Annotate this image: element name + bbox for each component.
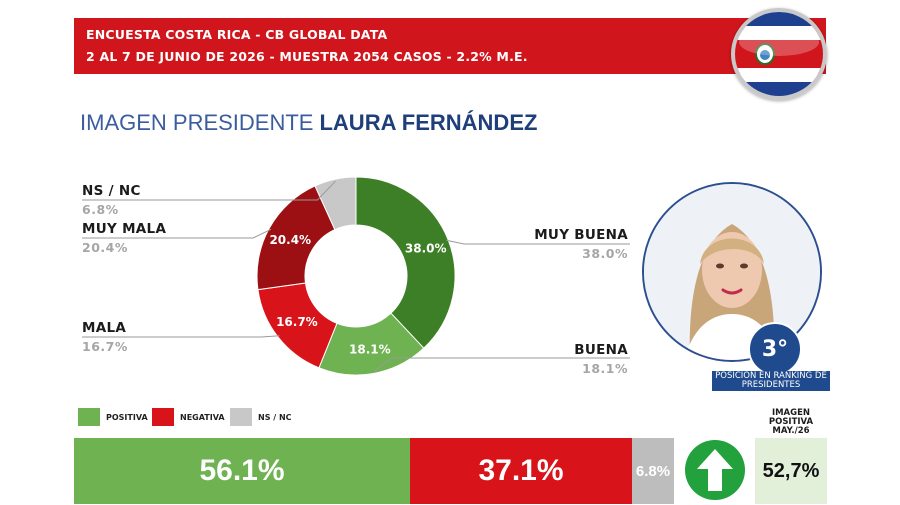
label-buena-name: BUENA [574,342,628,358]
survey-header: ENCUESTA COSTA RICA - CB GLOBAL DATA 2 A… [74,18,826,74]
label-muy-mala-value: 20.4% [82,240,128,255]
label-mala-name: MALA [82,320,127,336]
page-title: IMAGEN PRESIDENTE LAURA FERNÁNDEZ [80,110,537,136]
label-buena-value: 18.1% [582,361,628,376]
legend-positiva: POSITIVA [78,408,148,426]
legend-swatch [152,408,174,426]
legend-swatch [230,408,252,426]
donut-data-label: 16.7% [276,315,318,329]
label-muy-buena: MUY BUENA 38.0% [500,227,628,261]
donut-leader-line [82,180,336,201]
legend-label: NEGATIVA [180,412,225,422]
label-ns-nc-name: NS / NC [82,183,141,199]
donut-leader-line [446,239,630,245]
label-muy-buena-name: MUY BUENA [534,227,628,243]
summary-bar-positiva: 56.1% [74,438,410,504]
label-buena: BUENA 18.1% [500,342,628,376]
previous-image-value: 52,7% [755,438,827,504]
legend-swatch [78,408,100,426]
ranking-caption: POSICIÓN EN RANKING DE PRESIDENTES [712,371,830,391]
donut-slice-ns-nc [314,176,357,231]
donut-leader-line [373,357,630,372]
donut-data-label: 18.1% [349,343,391,357]
summary-bar-negativa: 37.1% [410,438,632,504]
label-mala: MALA 16.7% [82,320,128,354]
ranking-badge: 3° [748,322,802,376]
label-ns-nc-value: 6.8% [82,202,119,217]
label-muy-mala: MUY MALA 20.4% [82,221,166,255]
previous-image-heading: IMAGEN POSITIVA MAY./26 [768,408,814,436]
title-name: LAURA FERNÁNDEZ [319,110,538,135]
legend-ns-nc: NS / NC [230,408,292,426]
survey-details: 2 AL 7 DE JUNIO DE 2026 - MUESTRA 2054 C… [86,49,528,64]
arrow-up-icon [684,439,746,501]
label-mala-value: 16.7% [82,339,128,354]
title-prefix: IMAGEN PRESIDENTE [80,110,314,135]
donut-leader-line [82,228,272,239]
label-ns-nc: NS / NC 6.8% [82,183,141,217]
summary-bar-ns-nc: 6.8% [632,438,674,504]
donut-slice-muy-buena [355,176,456,349]
legend-negativa: NEGATIVA [152,408,225,426]
donut-data-label: 20.4% [269,233,311,247]
donut-data-label: 38.0% [405,241,447,255]
label-muy-buena-value: 38.0% [582,246,628,261]
donut-leader-line [82,335,280,338]
donut-slice-muy-mala [256,185,336,291]
legend-label: POSITIVA [106,412,148,422]
label-muy-mala-name: MUY MALA [82,221,167,237]
survey-title: ENCUESTA COSTA RICA - CB GLOBAL DATA [86,27,388,42]
costa-rica-flag-icon [731,8,827,100]
legend-label: NS / NC [258,412,292,422]
